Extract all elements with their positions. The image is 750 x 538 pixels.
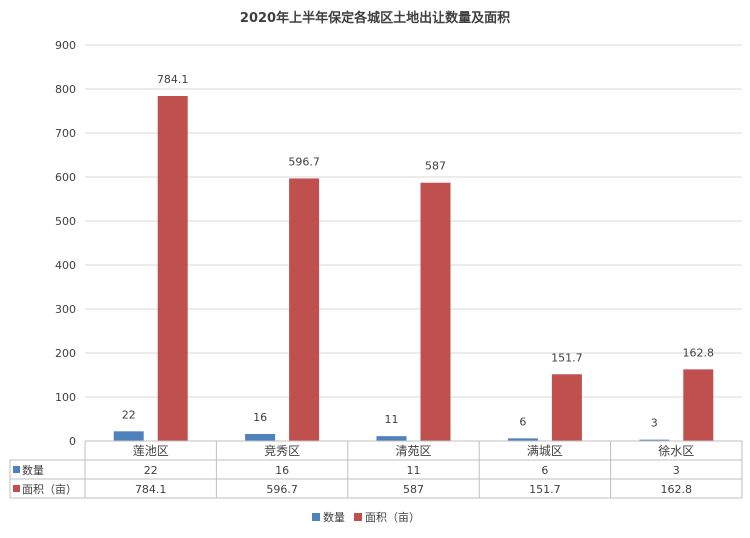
legend-key — [354, 513, 362, 521]
category-label: 莲池区 — [133, 444, 169, 458]
data-label: 16 — [253, 411, 267, 424]
legend-label: 面积（亩） — [365, 510, 420, 524]
bar — [420, 182, 451, 441]
legend: 数量 面积（亩） — [312, 510, 420, 524]
table-legend-key — [13, 466, 20, 473]
bar — [289, 178, 320, 441]
table-cell: 3 — [673, 464, 680, 477]
y-tick-label: 800 — [55, 83, 76, 96]
table-cell: 587 — [403, 483, 424, 496]
table-cell: 22 — [144, 464, 158, 477]
data-label: 784.1 — [157, 73, 189, 86]
y-tick-label: 900 — [55, 39, 76, 52]
table-cell: 11 — [407, 464, 421, 477]
legend-key — [312, 513, 320, 521]
y-tick-label: 0 — [69, 435, 76, 448]
data-labels: 22 16 11 6 3 784.1 596.7 587 151.7 162.8 — [122, 73, 714, 430]
bar — [157, 95, 188, 441]
y-tick-label: 500 — [55, 215, 76, 228]
table-series-name: 面积（亩） — [22, 482, 77, 496]
data-label: 11 — [385, 413, 399, 426]
category-label: 满城区 — [527, 444, 563, 458]
bar — [113, 431, 144, 441]
category-label: 徐水区 — [658, 443, 694, 458]
table-cell: 6 — [541, 464, 548, 477]
data-label: 587 — [425, 160, 446, 173]
y-tick-label: 400 — [55, 259, 76, 272]
table-cell: 16 — [275, 464, 289, 477]
table-cell: 162.8 — [661, 483, 693, 496]
y-axis-ticks: 0 100 200 300 400 500 600 700 800 900 — [55, 39, 76, 448]
category-label: 清苑区 — [395, 444, 431, 458]
bar — [376, 436, 407, 441]
category-label: 竞秀区 — [264, 444, 300, 458]
y-tick-label: 700 — [55, 127, 76, 140]
chart-title: 2020年上半年保定各城区土地出让数量及面积 — [240, 10, 510, 26]
data-label: 162.8 — [683, 346, 715, 359]
table-cell: 596.7 — [266, 483, 298, 496]
bar — [639, 439, 670, 441]
data-label: 596.7 — [288, 155, 320, 168]
y-tick-label: 200 — [55, 347, 76, 360]
legend-label: 数量 — [323, 511, 345, 524]
bar — [507, 438, 538, 441]
data-label: 151.7 — [551, 351, 583, 364]
gridlines — [85, 44, 742, 442]
bar — [245, 433, 276, 441]
data-label: 22 — [122, 408, 136, 421]
y-tick-label: 600 — [55, 171, 76, 184]
y-tick-label: 100 — [55, 391, 76, 404]
table-cell: 784.1 — [135, 483, 167, 496]
y-tick-label: 300 — [55, 303, 76, 316]
bars — [113, 95, 714, 441]
table-cell: 151.7 — [529, 483, 561, 496]
bar — [683, 369, 714, 441]
data-label: 6 — [519, 415, 526, 428]
table-series-name: 数量 — [22, 464, 44, 477]
bar — [551, 374, 582, 441]
table-legend-key — [13, 485, 20, 492]
data-label: 3 — [651, 417, 658, 430]
